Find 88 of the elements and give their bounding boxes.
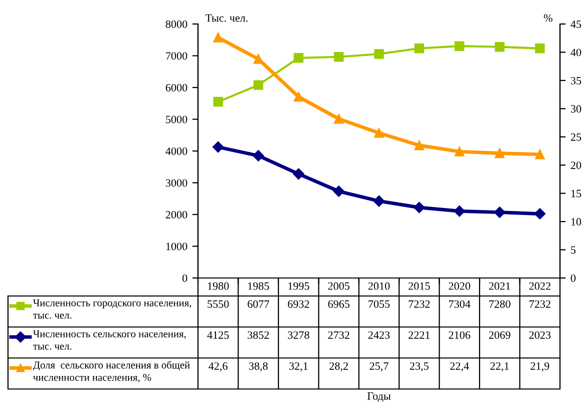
data-label: 7280	[489, 300, 510, 308]
y2-tick-label: 40	[570, 48, 582, 56]
point	[414, 140, 424, 150]
text: Годы	[367, 392, 391, 402]
x-tick-label: 2021	[489, 282, 510, 290]
point	[414, 202, 425, 214]
data-label: 23,5	[410, 362, 429, 372]
data-label: 6965	[328, 300, 350, 308]
point	[494, 42, 505, 52]
point	[454, 41, 464, 51]
point	[374, 49, 384, 59]
data-label: 22,4	[450, 362, 469, 372]
data-label: 5550	[208, 300, 229, 308]
point	[373, 195, 385, 207]
point	[494, 148, 505, 158]
point	[454, 146, 464, 156]
data-label: 22,1	[490, 362, 509, 372]
y2-tick-label: 45	[570, 20, 582, 28]
x-tick-label: 2005	[328, 282, 350, 290]
x-tick-label: 2015	[408, 282, 430, 290]
point	[213, 96, 223, 107]
x-tick-label: 1985	[248, 282, 270, 290]
point	[334, 52, 344, 62]
y2-tick-label: 20	[570, 162, 582, 170]
y2-tick-label: 15	[571, 190, 582, 198]
y-axis-title: Тыс. чел.	[205, 14, 248, 22]
point	[212, 141, 224, 153]
y2-tick-label: 5	[571, 246, 576, 254]
x-tick-label: 2010	[368, 282, 390, 290]
y-tick-label: 7000	[166, 52, 188, 60]
data-label: 7232	[408, 300, 430, 308]
y-tick-label: 2000	[166, 210, 188, 218]
point	[535, 44, 545, 54]
point	[334, 114, 344, 124]
point	[252, 150, 264, 162]
data-label: 28,2	[330, 362, 348, 372]
x-tick-label: 2022	[529, 282, 550, 290]
y2-tick-label: 30	[570, 105, 582, 113]
legend-label: Численность сельского населения, тыс. чел.	[33, 330, 186, 350]
y-tick-label: 1000	[166, 242, 188, 250]
y2-axis-title: %	[544, 14, 552, 22]
data-label: 2023	[529, 331, 551, 339]
y2-tick-label: 10	[571, 218, 582, 226]
data-label: 25,7	[370, 362, 388, 372]
y-tick-label: 6000	[166, 84, 188, 92]
data-label: 2069	[489, 331, 510, 339]
y2-tick-label: 35	[570, 76, 582, 84]
data-label: 6932	[288, 300, 310, 308]
point	[454, 206, 466, 217]
data-label: 7304	[449, 300, 470, 308]
point	[213, 32, 223, 42]
point	[292, 168, 304, 180]
y-tick-label: 0	[182, 274, 188, 282]
legend-label: Численность городского населения, тыс. чел.	[33, 299, 192, 319]
data-label: 3278	[288, 331, 310, 339]
data-label: 32,1	[289, 362, 308, 372]
y2-tick-label: 25	[570, 133, 582, 141]
data-label: 4125	[207, 331, 229, 339]
data-label: 42,6	[208, 362, 228, 372]
y2-tick-label: 0	[570, 274, 576, 282]
y-tick-label: 8000	[166, 20, 188, 28]
x-tick-label: 1980	[208, 282, 229, 290]
y-tick-label: 5000	[166, 116, 188, 124]
data-label: 2221	[408, 331, 430, 339]
data-label: 38,8	[249, 362, 268, 372]
point	[294, 92, 304, 102]
data-label: 21,9	[530, 362, 550, 372]
point	[534, 208, 546, 220]
point	[294, 53, 304, 63]
data-label: 3852	[248, 331, 269, 339]
point	[253, 54, 264, 64]
data-label: 2106	[448, 331, 470, 339]
x-tick-label: 1995	[288, 282, 310, 290]
point	[253, 80, 264, 90]
point	[535, 150, 545, 160]
x-tick-label: 2020	[448, 282, 470, 290]
point	[414, 44, 424, 54]
point	[494, 206, 506, 218]
data-label: 6077	[248, 300, 270, 308]
legend-label: Доля сельского населения в общей численности населения, %	[33, 361, 190, 382]
point	[333, 186, 344, 197]
y-tick-label: 3000	[166, 179, 188, 187]
data-label: 7055	[368, 300, 390, 308]
data-label: 7232	[530, 300, 550, 308]
data-label: 2423	[368, 331, 390, 339]
y-tick-label: 4000	[166, 147, 188, 155]
data-label: 2732	[328, 331, 350, 339]
point	[374, 128, 384, 138]
